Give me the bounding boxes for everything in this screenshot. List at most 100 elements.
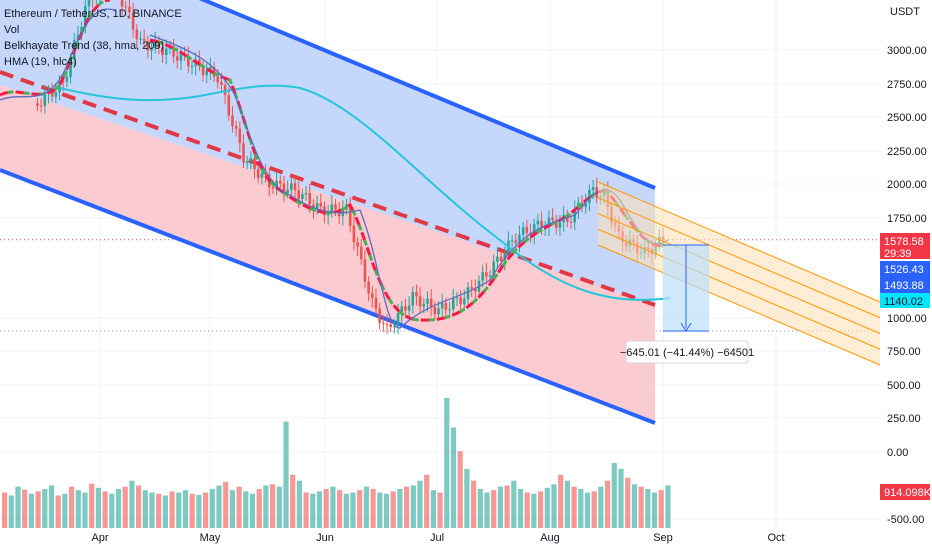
volume-bar <box>2 492 8 528</box>
candle-body <box>264 173 267 175</box>
candle-body <box>521 227 525 235</box>
legend-hma[interactable]: HMA (19, hlc4) <box>4 56 77 68</box>
candle-body <box>455 297 459 299</box>
candle-body <box>231 115 234 126</box>
volume-bar <box>249 493 256 528</box>
candle-body <box>139 38 142 40</box>
volume-bar <box>665 485 671 528</box>
volume-bar <box>216 485 222 528</box>
y-tick-label: 500.00 <box>887 380 921 392</box>
legend-belkhayate-trend[interactable]: Belkhayate Trend (38, hma, 209) <box>4 40 165 52</box>
volume-bar <box>169 491 175 528</box>
candle-body <box>374 298 378 309</box>
candle-body <box>308 193 312 205</box>
volume-bar <box>330 486 336 528</box>
candle-body <box>50 90 54 97</box>
candle-body <box>466 287 470 299</box>
candle-body <box>488 275 492 277</box>
candle-body <box>256 169 260 178</box>
volume-bar <box>283 421 289 528</box>
price-range-measure[interactable]: −645.01 (−41.44%) −64501 <box>620 244 754 364</box>
legend-symbol-title[interactable]: Ethereum / TetherUS, 1D, BINANCE <box>4 8 182 20</box>
volume-bar <box>290 474 296 528</box>
legend-volume[interactable]: Vol <box>4 24 20 36</box>
volume-bar <box>651 492 658 528</box>
candle-body <box>584 203 588 208</box>
volume-bar <box>323 489 329 528</box>
volume-bar <box>658 490 664 528</box>
candle-body <box>359 246 363 260</box>
candle-body <box>275 180 278 189</box>
candle-body <box>551 217 554 221</box>
price-tag-background <box>880 233 930 259</box>
candle-body <box>382 322 385 324</box>
volume-bar <box>316 491 323 528</box>
volume-bar <box>95 487 101 528</box>
volume-bar <box>357 490 363 528</box>
candle-body <box>164 48 168 56</box>
volume-bar <box>263 485 269 528</box>
volume-bar <box>122 486 128 528</box>
volume-bar <box>504 485 510 528</box>
price-tag: 1140.02 <box>880 293 930 308</box>
candle-body <box>426 298 429 304</box>
volume-bar <box>89 483 95 528</box>
candle-body <box>286 189 289 193</box>
volume-bar <box>142 490 148 528</box>
candle-body <box>157 41 161 48</box>
y-tick-label: 1750.00 <box>887 213 927 225</box>
candle-body <box>124 6 128 8</box>
candle-body <box>448 309 451 311</box>
candle-body <box>220 82 223 85</box>
candle-body <box>429 298 433 307</box>
candle-body <box>146 41 150 51</box>
fork-line <box>597 244 881 366</box>
volume-bar <box>424 474 430 528</box>
y-tick-label: 3000.00 <box>887 45 927 57</box>
volume-bar <box>611 463 617 528</box>
candle-body <box>87 0 91 7</box>
candle-body <box>345 204 348 210</box>
channel-lower-border <box>0 168 656 425</box>
volume-bar <box>42 489 48 528</box>
candle-body <box>573 209 576 223</box>
fork-line <box>597 228 881 350</box>
y-tick-label: 2000.00 <box>887 179 927 191</box>
candle-body <box>234 125 238 129</box>
candle-body <box>485 272 488 277</box>
volume-bar <box>450 427 457 528</box>
volume-bar <box>605 480 611 528</box>
candle-body <box>481 272 484 281</box>
x-tick-label: May <box>200 532 221 544</box>
candle-body <box>411 291 415 306</box>
chart-legend: Ethereum / TetherUS, 1D, BINANCE Vol Bel… <box>4 6 182 70</box>
volume-bar <box>538 491 544 528</box>
candle-body <box>566 215 569 222</box>
volume-bar <box>524 492 530 528</box>
candle-body <box>238 128 242 144</box>
price-tag-label: 1493.88 <box>884 280 924 292</box>
candle-body <box>293 183 297 191</box>
candle-body <box>415 291 418 297</box>
volume-bar <box>377 492 383 528</box>
price-tag: 1493.88 <box>880 277 930 293</box>
candle-body <box>418 296 422 307</box>
candle-body <box>400 306 404 314</box>
price-tag-label: 914.098K <box>884 487 932 499</box>
candle-body <box>440 303 444 309</box>
volume-bar <box>256 489 262 528</box>
volume-bar <box>517 489 524 528</box>
candle-body <box>135 29 139 40</box>
candle-body <box>83 6 87 27</box>
x-tick-label: Aug <box>540 532 560 544</box>
volume-bar <box>203 492 209 528</box>
x-tick-label: Sep <box>653 532 673 544</box>
price-tag-label: 1526.43 <box>884 264 924 276</box>
candle-body <box>209 66 212 71</box>
volume-bar <box>102 491 108 528</box>
volume-bar <box>55 495 61 528</box>
volume-bar <box>303 492 309 528</box>
volume-bar <box>189 493 195 528</box>
volume-bar <box>491 490 497 528</box>
